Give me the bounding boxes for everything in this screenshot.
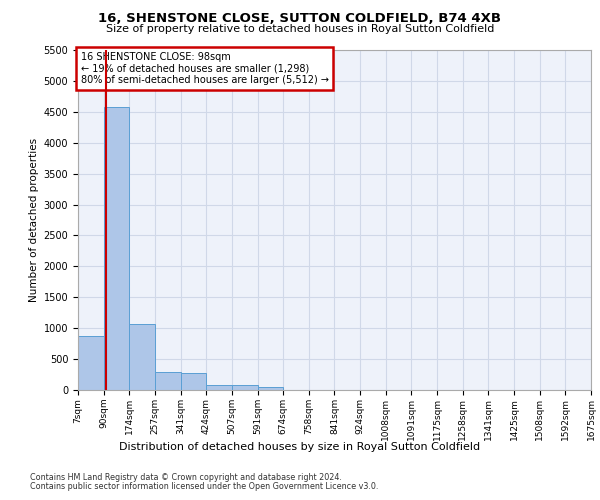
Text: Size of property relative to detached houses in Royal Sutton Coldfield: Size of property relative to detached ho… xyxy=(106,24,494,34)
Bar xyxy=(206,385,232,390)
Text: Contains public sector information licensed under the Open Government Licence v3: Contains public sector information licen… xyxy=(30,482,379,491)
Text: Contains HM Land Registry data © Crown copyright and database right 2024.: Contains HM Land Registry data © Crown c… xyxy=(30,472,342,482)
Bar xyxy=(104,108,130,390)
Bar xyxy=(181,372,206,390)
Bar xyxy=(232,385,257,390)
Text: 16, SHENSTONE CLOSE, SUTTON COLDFIELD, B74 4XB: 16, SHENSTONE CLOSE, SUTTON COLDFIELD, B… xyxy=(98,12,502,26)
Y-axis label: Number of detached properties: Number of detached properties xyxy=(29,138,40,302)
Text: Distribution of detached houses by size in Royal Sutton Coldfield: Distribution of detached houses by size … xyxy=(119,442,481,452)
Bar xyxy=(78,336,104,390)
Bar xyxy=(257,387,283,390)
Bar xyxy=(130,324,155,390)
Text: 16 SHENSTONE CLOSE: 98sqm
← 19% of detached houses are smaller (1,298)
80% of se: 16 SHENSTONE CLOSE: 98sqm ← 19% of detac… xyxy=(80,52,329,85)
Bar xyxy=(155,372,181,390)
